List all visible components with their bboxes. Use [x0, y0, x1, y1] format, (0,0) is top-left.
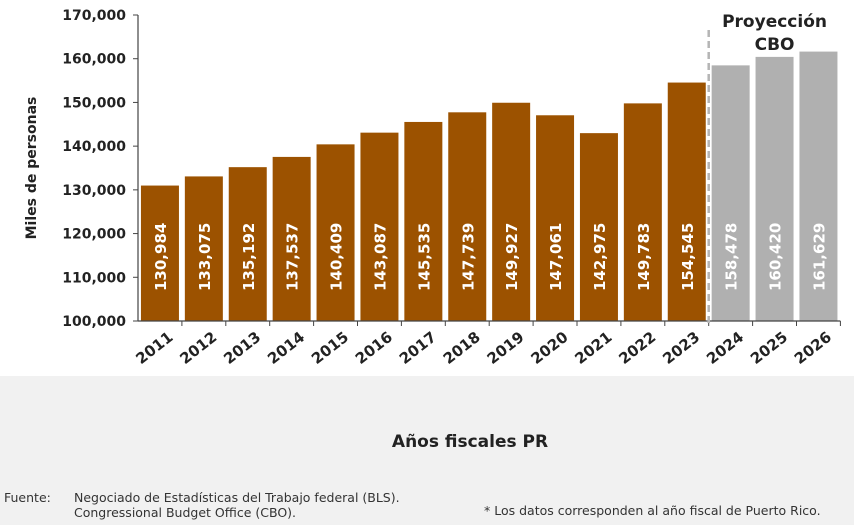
y-tick-label: 130,000 — [62, 183, 126, 199]
x-tick-label: 2015 — [308, 328, 352, 368]
bar-2022 — [623, 103, 662, 322]
bar-value-label: 158,478 — [723, 223, 741, 291]
bar-2017 — [404, 121, 443, 322]
y-tick-label: 170,000 — [62, 8, 126, 24]
bar-value-label: 130,984 — [152, 223, 170, 291]
bar-2024 — [711, 65, 750, 321]
bar-2011 — [140, 185, 179, 321]
source-label: Fuente: — [4, 490, 51, 505]
x-tick-label: 2018 — [440, 328, 484, 368]
bar-value-label: 142,975 — [591, 223, 609, 291]
x-tick-label: 2013 — [220, 328, 264, 368]
bar-labels: 130,984 133,075 135,192 137,537 140,409 143,0… — [152, 223, 829, 291]
projection-label: Proyección — [722, 12, 827, 32]
x-tick-label: 2023 — [659, 328, 703, 368]
bar-value-label: 154,545 — [679, 223, 697, 291]
source-line-2: Congressional Budget Office (CBO). — [74, 505, 297, 520]
bar-2016 — [360, 132, 399, 321]
bar-2019 — [492, 102, 531, 322]
source-note: Fuente: Negociado de Estadísticas del Tra… — [4, 490, 400, 520]
bar-2013 — [228, 167, 267, 321]
bar-2018 — [448, 112, 487, 321]
bar-2015 — [316, 144, 355, 321]
footer-band — [0, 376, 854, 525]
bar-2020 — [536, 115, 575, 321]
x-tick-label: 2014 — [264, 328, 308, 368]
x-tick-label: 2012 — [176, 328, 220, 368]
bars — [140, 51, 838, 322]
y-axis-title-text: Miles de personas — [24, 97, 40, 240]
bar-value-label: 135,192 — [240, 223, 258, 291]
bar-2014 — [272, 156, 311, 321]
x-tick-label: 2026 — [791, 328, 835, 368]
y-tick-label: 100,000 — [62, 314, 126, 330]
y-tick-label: 140,000 — [62, 139, 126, 155]
x-axis: 2011 2012 2013 2014 2015 2016 2017 2018 2019 2020… — [132, 320, 841, 368]
bar-value-label: 160,420 — [767, 223, 785, 291]
bar-2021 — [579, 133, 618, 321]
y-tick-label: 150,000 — [62, 95, 126, 111]
y-axis-title: Miles de personas — [24, 97, 40, 240]
x-tick-label: 2016 — [352, 328, 396, 368]
source-line-1: Negociado de Estadísticas del Trabajo fe… — [74, 490, 400, 505]
x-tick-label: 2025 — [747, 328, 791, 368]
projection-label: CBO — [755, 35, 795, 55]
bar-value-label: 149,783 — [635, 223, 653, 291]
x-tick-label: 2019 — [484, 328, 528, 368]
projection-marker: Proyección CBO — [707, 12, 827, 327]
x-tick-label: 2017 — [396, 328, 440, 368]
y-tick-label: 120,000 — [62, 227, 126, 243]
bar-2012 — [184, 176, 223, 321]
x-tick-label: 2021 — [571, 328, 615, 368]
x-tick-label: 2022 — [615, 328, 659, 368]
bar-value-label: 137,537 — [284, 223, 302, 291]
fiscal-year-note: * Los datos corresponden al año fiscal d… — [484, 503, 821, 518]
bar-value-label: 143,087 — [371, 223, 389, 291]
bar-2023 — [667, 82, 706, 321]
y-axis: 100,000 110,000 120,000 130,000 140,000 150,0… — [62, 8, 139, 330]
x-tick-label: 2011 — [132, 328, 176, 368]
bar-value-label: 133,075 — [196, 223, 214, 291]
bar-value-label: 161,629 — [810, 223, 828, 291]
bar-value-label: 147,061 — [547, 223, 565, 291]
x-tick-label: 2020 — [528, 328, 572, 368]
y-tick-label: 160,000 — [62, 52, 126, 68]
x-tick-label: 2024 — [703, 328, 747, 368]
bar-2026 — [799, 51, 838, 321]
x-axis-title: Años fiscales PR — [392, 432, 548, 452]
y-tick-label: 110,000 — [62, 270, 126, 286]
bar-value-label: 149,927 — [503, 223, 521, 291]
bar-value-label: 145,535 — [415, 223, 433, 291]
bar-value-label: 147,739 — [459, 223, 477, 291]
bar-value-label: 140,409 — [328, 223, 346, 291]
bar-2025 — [755, 56, 794, 321]
